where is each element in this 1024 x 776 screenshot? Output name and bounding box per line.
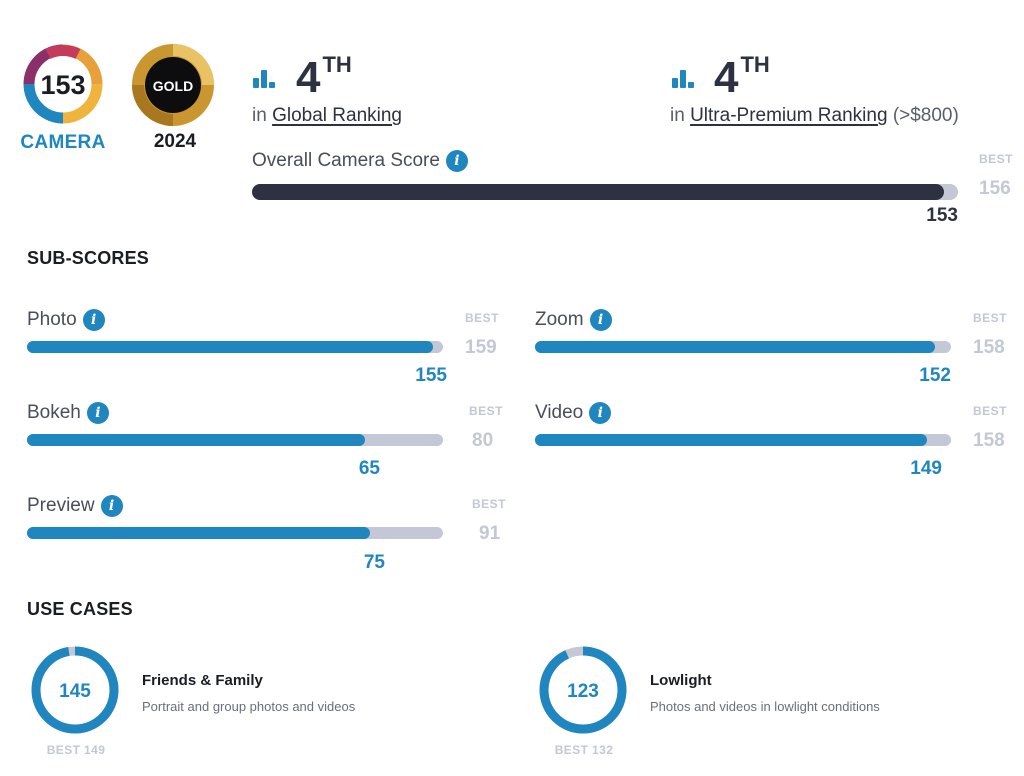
preview-score-fill	[27, 527, 370, 539]
video-score-value: 149	[910, 458, 942, 479]
preview-label-row: Preview i	[27, 495, 123, 517]
zoom-label: Zoom	[535, 309, 584, 331]
ultra-premium-ranking-link[interactable]: Ultra-Premium Ranking	[690, 105, 888, 126]
ultra-rank: 4TH	[714, 52, 770, 102]
friends-family-best: BEST 149	[46, 743, 106, 757]
ultra-rank-price-range: (>$800)	[892, 105, 959, 126]
video-label: Video	[535, 402, 584, 424]
bokeh-score-bar	[27, 434, 443, 446]
lowlight-description: Photos and videos in lowlight conditions	[650, 699, 880, 714]
friends-family-ring	[31, 646, 119, 734]
ultra-rank-number: 4	[714, 53, 739, 102]
bar-chart-icon	[672, 68, 700, 88]
lowlight-title: Lowlight	[650, 672, 712, 689]
global-rank-prefix: in	[252, 105, 267, 126]
video-score-bar	[535, 434, 951, 446]
zoom-best-value: 158	[973, 337, 1005, 358]
photo-best-value: 159	[465, 337, 497, 358]
info-icon[interactable]: i	[82, 309, 105, 331]
photo-best-label: BEST	[465, 311, 500, 325]
overall-best-label: BEST	[979, 152, 1014, 166]
overall-score-label-row: Overall Camera Score i	[252, 150, 468, 172]
zoom-score-bar	[535, 341, 951, 353]
gold-badge-year: 2024	[153, 131, 197, 152]
bokeh-score-value: 65	[358, 458, 380, 479]
photo-score-fill	[27, 341, 433, 353]
ultra-rank-prefix: in	[670, 105, 685, 126]
photo-score-bar	[27, 341, 443, 353]
zoom-label-row: Zoom i	[535, 309, 612, 331]
photo-label: Photo	[27, 309, 77, 331]
preview-best-value: 91	[479, 523, 501, 544]
sub-scores-title: SUB-SCORES	[27, 248, 150, 268]
friends-family-description: Portrait and group photos and videos	[142, 699, 356, 714]
photo-label-row: Photo i	[27, 309, 105, 331]
gold-badge-text: GOLD	[153, 78, 193, 94]
video-score-fill	[535, 434, 928, 446]
lowlight-ring-fill	[539, 646, 627, 734]
global-rank-number: 4	[296, 53, 321, 102]
bokeh-label: Bokeh	[27, 402, 81, 424]
video-best-value: 158	[973, 430, 1005, 451]
preview-score-value: 75	[363, 552, 385, 573]
global-ranking-link[interactable]: Global Ranking	[272, 105, 402, 126]
video-label-row: Video i	[535, 402, 612, 424]
zoom-score-fill	[535, 341, 936, 353]
info-icon[interactable]: i	[445, 150, 468, 172]
overall-score-fill	[252, 184, 945, 200]
camera-score-badge: 153	[23, 44, 103, 124]
gold-badge: GOLD	[132, 44, 214, 126]
global-rank: 4TH	[296, 52, 352, 102]
score-badge-value: 153	[40, 70, 85, 100]
bokeh-label-row: Bokeh i	[27, 402, 109, 424]
ultra-rank-suffix: TH	[740, 52, 770, 77]
info-icon[interactable]: i	[100, 495, 123, 517]
overall-score-bar	[252, 184, 958, 200]
global-rank-caption: in Global Ranking	[252, 105, 402, 127]
friends-family-title: Friends & Family	[142, 672, 263, 689]
preview-score-bar	[27, 527, 443, 539]
overall-score-label: Overall Camera Score	[252, 150, 440, 172]
score-badge-label: CAMERA	[20, 132, 106, 153]
preview-best-label: BEST	[472, 497, 507, 511]
use-cases-title: USE CASES	[27, 599, 133, 619]
info-icon[interactable]: i	[589, 402, 612, 424]
friends-family-score: 145	[59, 681, 91, 702]
zoom-best-label: BEST	[973, 311, 1008, 325]
bar-chart-icon	[253, 68, 281, 88]
video-best-label: BEST	[973, 404, 1008, 418]
photo-score-value: 155	[415, 365, 447, 386]
bokeh-best-value: 80	[472, 430, 494, 451]
info-icon[interactable]: i	[86, 402, 109, 424]
info-icon[interactable]: i	[589, 309, 612, 331]
overall-score-value: 153	[926, 205, 958, 226]
bokeh-score-fill	[27, 434, 365, 446]
bokeh-best-label: BEST	[469, 404, 504, 418]
preview-label: Preview	[27, 495, 95, 517]
lowlight-score: 123	[567, 681, 599, 702]
zoom-score-value: 152	[919, 365, 951, 386]
ultra-rank-caption: in Ultra-Premium Ranking (>$800)	[670, 105, 959, 127]
lowlight-ring	[539, 646, 627, 734]
overall-best-value: 156	[979, 178, 1011, 199]
lowlight-best: BEST 132	[554, 743, 614, 757]
friends-family-ring-fill	[31, 646, 119, 734]
global-rank-suffix: TH	[322, 52, 352, 77]
